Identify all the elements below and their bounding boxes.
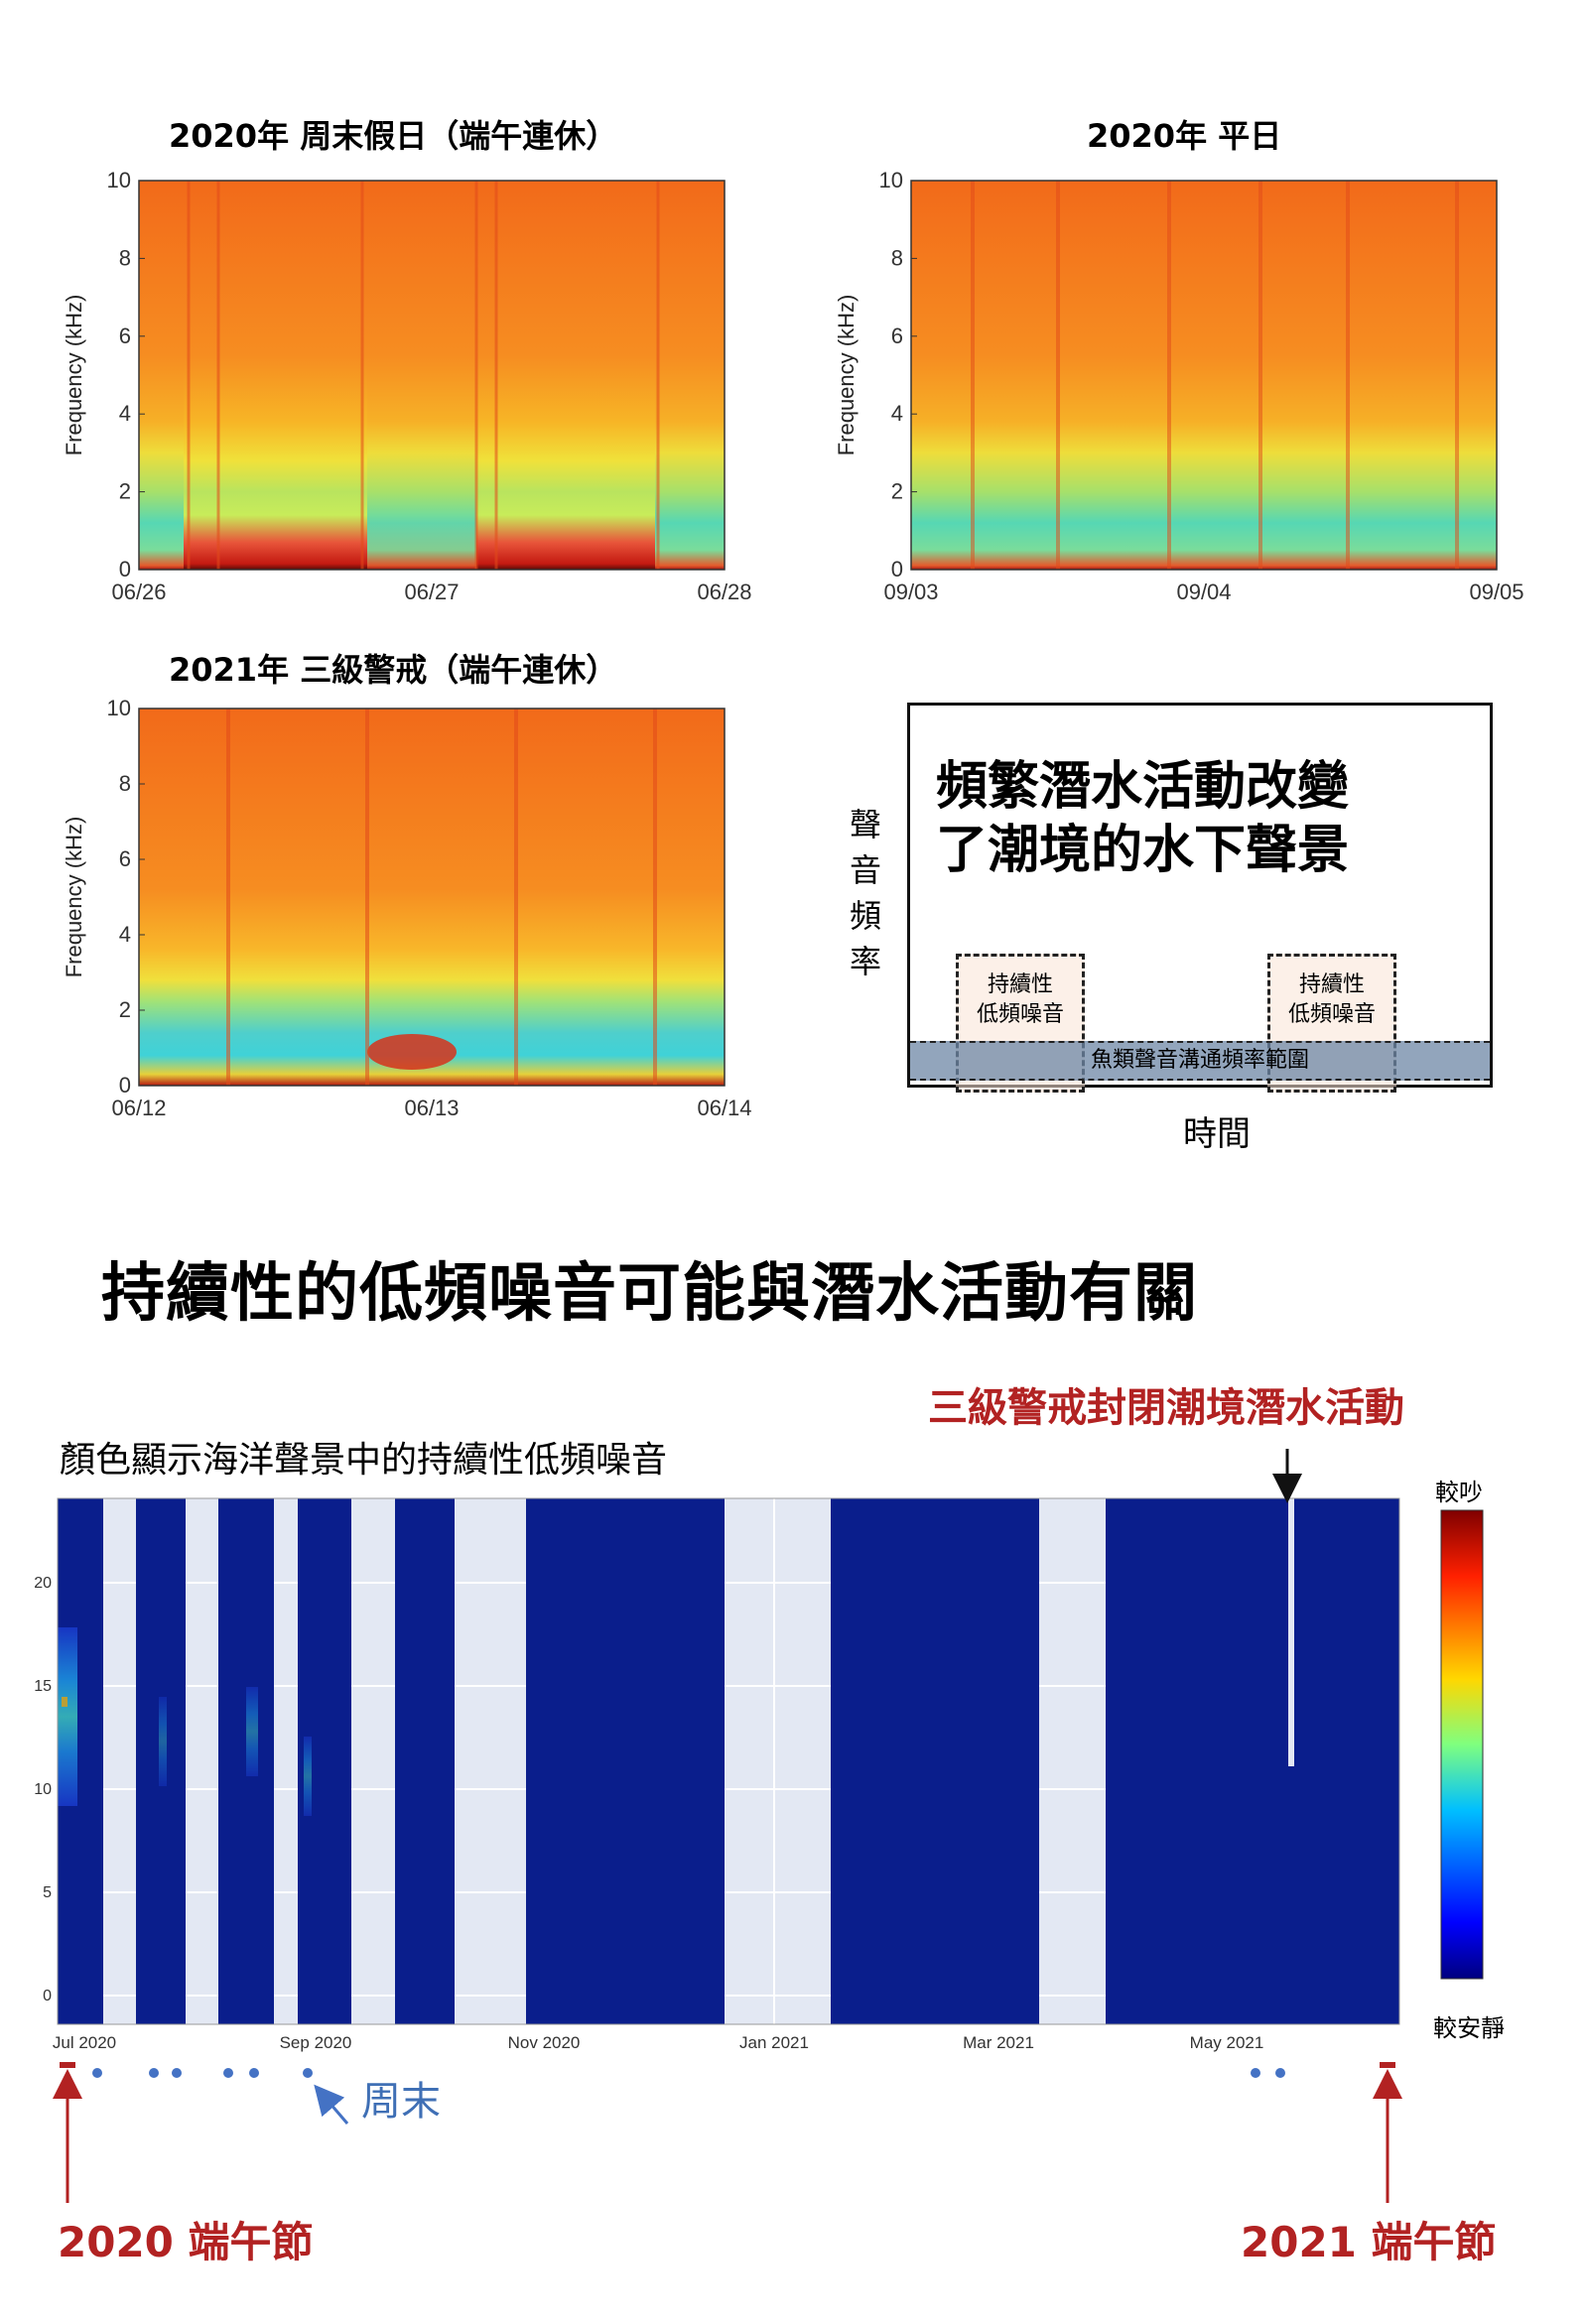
data-block-5: [395, 1498, 455, 2024]
spectrogram-3-title: 2021年 三級警戒（端午連休）: [169, 651, 618, 689]
timeline-y-ticks: 0 5 10 15 20: [34, 1575, 52, 2004]
colorbar: [1440, 1509, 1484, 1980]
spectrogram-3-xtick: 06/12: [111, 1096, 166, 1120]
spectrogram-3-streaks: [226, 709, 657, 1086]
noise-box-right-line-2: 低頻噪音: [1287, 1002, 1376, 1027]
concept-title: 頻繁潛水活動改變 了潮境的水下聲景: [936, 755, 1349, 882]
spectrogram-1-ytick: 10: [107, 168, 131, 193]
spectrogram-3-hotspot: [367, 1034, 457, 1070]
timeline-subtitle: 顏色顯示海洋聲景中的持續性低頻噪音: [60, 1440, 668, 1481]
spectrogram-2-ylabel: Frequency (kHz): [834, 295, 859, 456]
concept-diagram: 頻繁潛水活動改變 了潮境的水下聲景 持續性 低頻噪音 持續性 低頻噪音 魚類聲音…: [907, 703, 1493, 1093]
weekend-dots: [92, 2068, 1285, 2078]
spectrogram-2-ytick: 6: [891, 323, 903, 348]
spectrogram-2-ytick: 8: [891, 245, 903, 270]
spectrogram-1-xtick: 06/28: [697, 580, 751, 604]
concept-y-label: 聲音頻率: [849, 806, 881, 980]
hot-pixel: [62, 1697, 67, 1707]
data-block-8: [1106, 1498, 1399, 2024]
spectrogram-1-quiet-band-1: [139, 181, 184, 570]
holiday-label-2020: 2020 端午節: [58, 2218, 314, 2266]
timeline-ytick-10: 10: [34, 1781, 52, 1798]
concept-x-label: 時間: [1183, 1114, 1251, 1154]
spectrogram-3: 0 2 4 6 8 10 06/12 06/13 06/14 Frequency (kHz): [62, 696, 752, 1120]
spectrogram-3-axes: 0 2 4 6 8 10 06/12 06/13 06/14 Frequency (kHz): [62, 696, 752, 1120]
spectrogram-1-axes: 0 2 4 6 8 10 06/26 06/27 06/28 Frequency (kHz): [62, 168, 752, 604]
holiday-marker-2020: [60, 2062, 75, 2068]
noise-box-right: 持續性 低頻噪音: [1267, 954, 1396, 1093]
spectrogram-1-xtick: 06/27: [404, 580, 459, 604]
timeline-x-ticks: Jul 2020 Sep 2020 Nov 2020 Jan 2021 Mar …: [53, 2033, 1263, 2052]
closure-gap: [1288, 1498, 1294, 1766]
spectrogram-1-xtick: 06/26: [111, 580, 166, 604]
spectrogram-2: 0 2 4 6 8 10 09/03 09/04 09/05 Frequency (kHz): [834, 168, 1524, 604]
timeline-xtick-jan-2021: Jan 2021: [739, 2033, 809, 2052]
spectrogram-3-ytick: 0: [119, 1073, 131, 1097]
spectrogram-2-ytick: 2: [891, 479, 903, 504]
spectrogram-1-ytick: 2: [119, 479, 131, 504]
concept-title-line-1: 頻繁潛水活動改變: [936, 757, 1350, 817]
weekend-arrow: [314, 2084, 349, 2125]
noise-box-left-line-1: 持續性: [987, 972, 1053, 997]
concept-title-line-2: 了潮境的水下聲景: [936, 821, 1350, 880]
timeline-xtick-jul-2020: Jul 2020: [53, 2033, 116, 2052]
timeline-ytick-20: 20: [34, 1575, 52, 1592]
colorbar-top-label: 較吵: [1435, 1479, 1483, 1506]
spectrogram-2-ytick: 4: [891, 401, 903, 426]
spectrogram-3-xtick: 06/13: [404, 1096, 459, 1120]
holiday-marker-2021: [1380, 2062, 1395, 2068]
spectrogram-2-ytick: 0: [891, 557, 903, 581]
timeline-data-blocks: [58, 1498, 1399, 2024]
spectrogram-1-ytick: 6: [119, 323, 131, 348]
spectrogram-3-base: [139, 709, 725, 1086]
timeline-ytick-5: 5: [43, 1884, 52, 1901]
spectrogram-1-ytick: 4: [119, 401, 131, 426]
data-block-6: [526, 1498, 725, 2024]
spectrogram-1: 0 2 4 6 8 10 06/26 06/27 06/28 Frequency (kHz): [62, 168, 752, 604]
fish-frequency-band: 魚類聲音溝通頻率範圍: [910, 1041, 1490, 1081]
section-heading: 持續性的低頻噪音可能與潛水活動有關: [101, 1257, 1198, 1331]
spectrogram-2-xtick: 09/03: [883, 580, 938, 604]
spectrogram-2-title: 2020年 平日: [1087, 117, 1282, 155]
timeline-ytick-15: 15: [34, 1678, 52, 1695]
timeline-xtick-mar-2021: Mar 2021: [963, 2033, 1034, 2052]
spectrogram-1-quiet-band-3: [655, 181, 725, 570]
spectrogram-1-plot: [138, 180, 726, 571]
spectrogram-1-streaks: [187, 181, 660, 570]
holiday-label-2021: 2021 端午節: [1241, 2218, 1497, 2266]
spectrogram-1-ylabel: Frequency (kHz): [62, 295, 86, 456]
data-block-7: [831, 1498, 1039, 2024]
spectrogram-3-ylabel: Frequency (kHz): [62, 817, 86, 978]
spectrogram-2-axes: 0 2 4 6 8 10 09/03 09/04 09/05 Frequency (kHz): [834, 168, 1524, 604]
spectrogram-2-ytick: 10: [879, 168, 903, 193]
spectrogram-2-xtick: 09/04: [1176, 580, 1231, 604]
spectrogram-2-xtick: 09/05: [1469, 580, 1523, 604]
timeline-xtick-nov-2020: Nov 2020: [508, 2033, 581, 2052]
timeline-ytick-0: 0: [43, 1988, 52, 2004]
spectrogram-3-ytick: 8: [119, 771, 131, 796]
spectrogram-2-streaks: [971, 181, 1459, 570]
colorbar-bottom-label: 較安靜: [1433, 2014, 1505, 2042]
spectrogram-2-plot: [910, 180, 1498, 571]
spectrogram-3-plot: [138, 708, 726, 1087]
timeline-xtick-may-2021: May 2021: [1190, 2033, 1264, 2052]
spectrogram-3-ytick: 10: [107, 696, 131, 720]
timeline-hot-noise: [58, 1627, 312, 1816]
spectrogram-2-base: [911, 181, 1497, 570]
fish-frequency-band-label: 魚類聲音溝通頻率範圍: [1090, 1048, 1309, 1073]
spectrogram-1-ytick: 8: [119, 245, 131, 270]
spectrogram-3-ytick: 2: [119, 997, 131, 1022]
timeline-xtick-sep-2020: Sep 2020: [280, 2033, 352, 2052]
timeline-chart: 0 5 10 15 20 Jul 2020 Sep 2020 Nov 2020 …: [34, 1449, 1484, 2203]
spectrogram-1-ytick: 0: [119, 557, 131, 581]
spectrogram-3-xtick: 06/14: [697, 1096, 751, 1120]
closure-label: 三級警戒封閉潮境潛水活動: [928, 1385, 1404, 1431]
weekend-label: 周末: [361, 2079, 441, 2125]
spectrogram-3-ytick: 6: [119, 846, 131, 871]
spectrogram-3-ytick: 4: [119, 922, 131, 947]
spectrogram-1-quiet-band-2: [367, 181, 476, 570]
spectrogram-1-title: 2020年 周末假日（端午連休）: [169, 117, 618, 155]
noise-box-left-line-2: 低頻噪音: [976, 1002, 1064, 1027]
noise-box-right-line-1: 持續性: [1298, 972, 1365, 997]
